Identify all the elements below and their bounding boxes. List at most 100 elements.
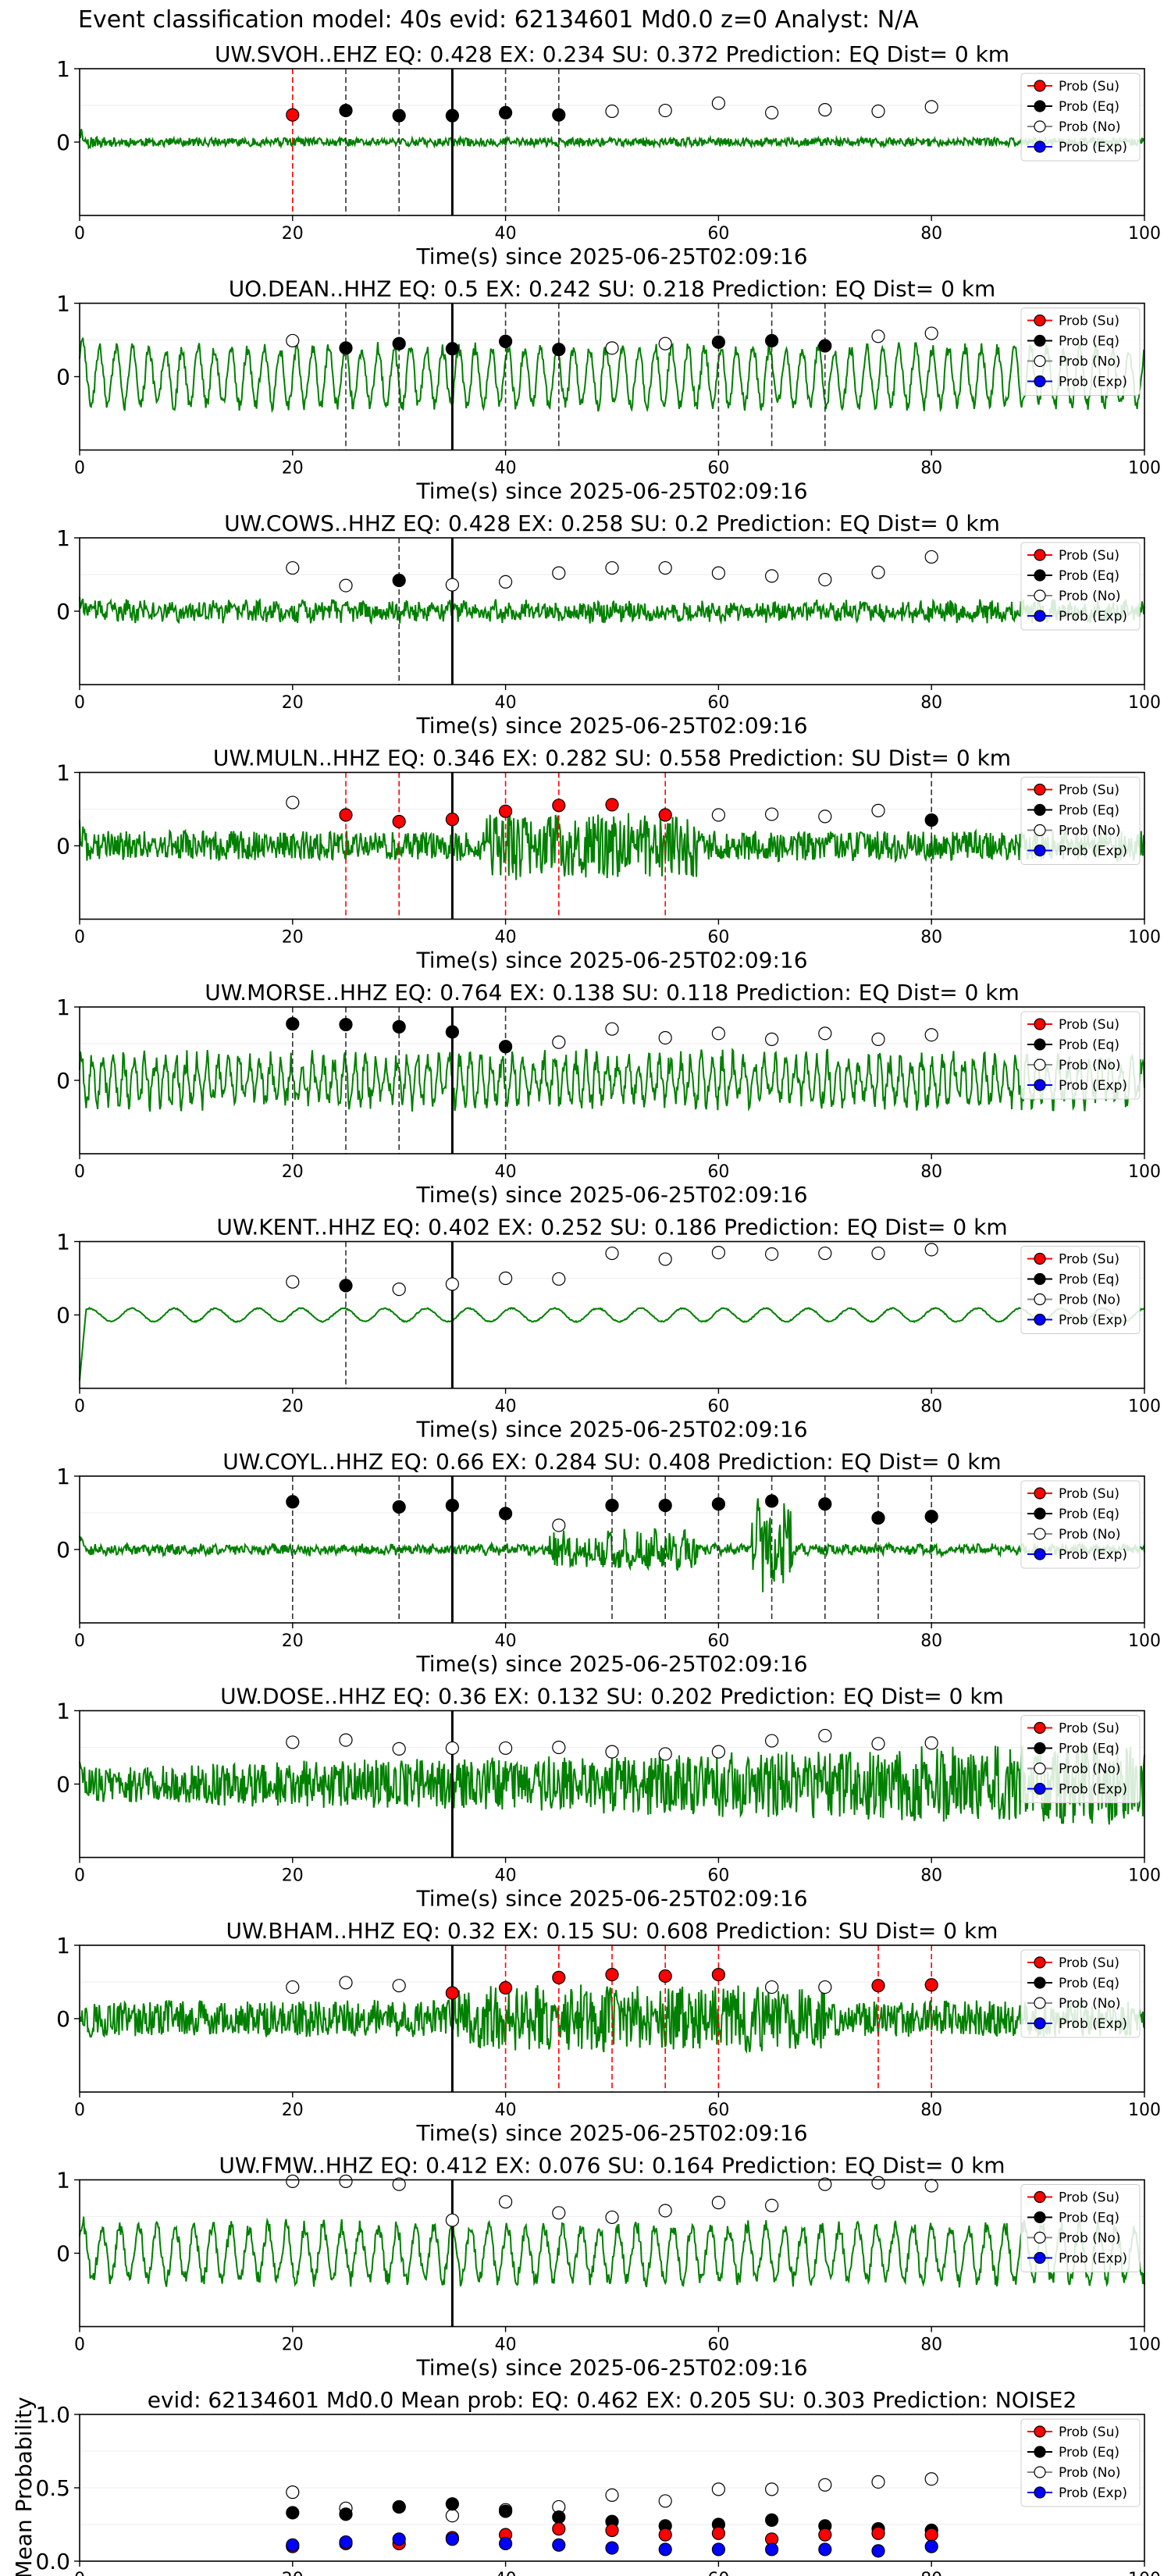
y-tick-label: 0	[56, 2241, 70, 2267]
mean-prob-marker-exp	[924, 2539, 938, 2553]
mean-prob-marker-no	[605, 2488, 619, 2502]
legend-label: Prob (No)	[1059, 2231, 1121, 2247]
x-tick-label: 0	[74, 928, 85, 948]
panel-4: UW.MORSE..HHZ EQ: 0.764 EX: 0.138 SU: 0.…	[56, 980, 1161, 1208]
legend-marker-eq	[1034, 1507, 1046, 1520]
prob-marker-no	[658, 336, 672, 350]
panel-5: UW.KENT..HHZ EQ: 0.402 EX: 0.252 SU: 0.1…	[56, 1215, 1161, 1443]
y-axis-label: Mean Probability	[11, 2396, 37, 2576]
legend-marker-su	[1034, 314, 1046, 327]
prob-marker-no	[498, 1271, 513, 1286]
x-axis-label: Time(s) since 2025-06-25T02:09:16	[415, 244, 807, 269]
x-tick-label: 20	[282, 2570, 304, 2576]
prob-marker-no	[498, 1741, 513, 1756]
x-tick-label: 100	[1128, 1397, 1161, 1417]
y-tick-label: 1	[56, 291, 70, 317]
legend-marker-exp	[1034, 844, 1046, 857]
legend-marker-exp	[1034, 375, 1046, 388]
prob-marker-no	[552, 566, 566, 580]
x-axis-label: Time(s) since 2025-06-25T02:09:16	[415, 1182, 807, 1208]
mean-prob-marker-no	[871, 2475, 885, 2489]
prob-marker-su	[658, 1969, 672, 1984]
prob-marker-su	[498, 804, 513, 818]
prob-marker-su	[445, 813, 460, 827]
prob-marker-eq	[871, 1510, 885, 1525]
x-tick-label: 0	[74, 459, 85, 479]
prob-marker-no	[711, 1745, 726, 1759]
legend-marker-exp	[1034, 2486, 1046, 2499]
x-tick-label: 40	[495, 1397, 517, 1417]
legend: Prob (Su) Prob (Eq) Prob (No) Prob (Exp)	[1020, 542, 1141, 631]
legend-marker-eq	[1034, 2446, 1046, 2458]
y-tick-label: 0	[56, 834, 70, 859]
prob-marker-no	[605, 1246, 619, 1261]
mean-prob-marker-exp	[711, 2542, 726, 2556]
x-tick-label: 40	[495, 2570, 517, 2576]
x-tick-label: 100	[1128, 1866, 1161, 1886]
prob-marker-eq	[764, 1494, 779, 1508]
legend-label: Prob (Eq)	[1059, 99, 1119, 115]
legend-label: Prob (Su)	[1059, 548, 1119, 564]
x-tick-label: 60	[707, 693, 729, 713]
y-tick-label: 0	[56, 1772, 70, 1798]
prob-marker-eq	[924, 1510, 938, 1524]
legend-marker-no	[1034, 2231, 1046, 2244]
legend-box	[1020, 2184, 1141, 2272]
x-tick-label: 0	[74, 1162, 85, 1182]
prob-marker-no	[924, 100, 938, 114]
prob-marker-su	[711, 1968, 726, 1982]
x-tick-label: 60	[707, 1162, 729, 1182]
prob-marker-no	[392, 1979, 406, 1993]
legend-label: Prob (No)	[1059, 824, 1121, 839]
panel-2: UW.COWS..HHZ EQ: 0.428 EX: 0.258 SU: 0.2…	[56, 511, 1161, 738]
mean-prob-marker-eq	[552, 2510, 566, 2524]
legend-marker-eq	[1034, 100, 1046, 112]
prob-marker-eq	[392, 573, 406, 588]
prob-marker-no	[924, 1243, 938, 1257]
legend-marker-exp	[1034, 1782, 1046, 1795]
x-tick-label: 60	[707, 224, 729, 244]
prob-marker-no	[924, 550, 938, 564]
waveform-trace	[79, 812, 1145, 881]
mean-prob-marker-no	[286, 2485, 300, 2500]
mean-prob-marker-su	[871, 2526, 885, 2540]
x-axis-label: Time(s) since 2025-06-25T02:09:16	[415, 2120, 807, 2146]
panel-6: UW.COYL..HHZ EQ: 0.66 EX: 0.284 SU: 0.40…	[56, 1449, 1161, 1677]
x-tick-label: 80	[920, 1631, 942, 1651]
legend-marker-no	[1034, 1293, 1046, 1306]
prob-marker-no	[764, 2198, 779, 2212]
prob-marker-no	[818, 1728, 832, 1743]
prob-marker-su	[658, 808, 672, 822]
panel-0: UW.SVOH..EHZ EQ: 0.428 EX: 0.234 SU: 0.3…	[56, 41, 1161, 269]
x-tick-label: 60	[707, 1631, 729, 1651]
prob-marker-eq	[286, 1495, 300, 1509]
legend-label: Prob (Su)	[1059, 1486, 1119, 1502]
legend-marker-no	[1034, 589, 1046, 602]
legend-marker-su	[1034, 1018, 1046, 1030]
x-tick-label: 40	[495, 2101, 517, 2120]
legend-label: Prob (Exp)	[1059, 140, 1127, 155]
legend: Prob (Su) Prob (Eq) Prob (No) Prob (Exp)	[1020, 1949, 1141, 2038]
mean-prob-marker-no	[924, 2472, 938, 2486]
prob-marker-eq	[339, 1017, 353, 1032]
legend-marker-eq	[1034, 1038, 1046, 1051]
prob-marker-no	[658, 103, 672, 118]
prob-marker-no	[764, 1032, 779, 1046]
mean-prob-marker-eq	[286, 2506, 300, 2520]
x-tick-label: 100	[1128, 693, 1161, 713]
prob-marker-no	[764, 807, 779, 821]
panel-9: UW.FMW..HHZ EQ: 0.412 EX: 0.076 SU: 0.16…	[56, 2153, 1161, 2381]
prob-marker-no	[764, 1980, 779, 1994]
legend-label: Prob (No)	[1059, 1996, 1121, 2012]
prob-marker-no	[605, 1022, 619, 1036]
x-axis-label: Time(s) since 2025-06-25T02:09:16	[415, 1651, 807, 1677]
y-tick-label: 0	[56, 1537, 70, 1563]
prob-marker-eq	[286, 1017, 300, 1031]
prob-marker-eq	[392, 1500, 406, 1514]
x-tick-label: 20	[282, 1397, 304, 1417]
waveform-trace	[79, 1047, 1145, 1112]
legend-label: Prob (Exp)	[1059, 1782, 1127, 1798]
legend-marker-su	[1034, 80, 1046, 92]
prob-marker-no	[818, 809, 832, 824]
